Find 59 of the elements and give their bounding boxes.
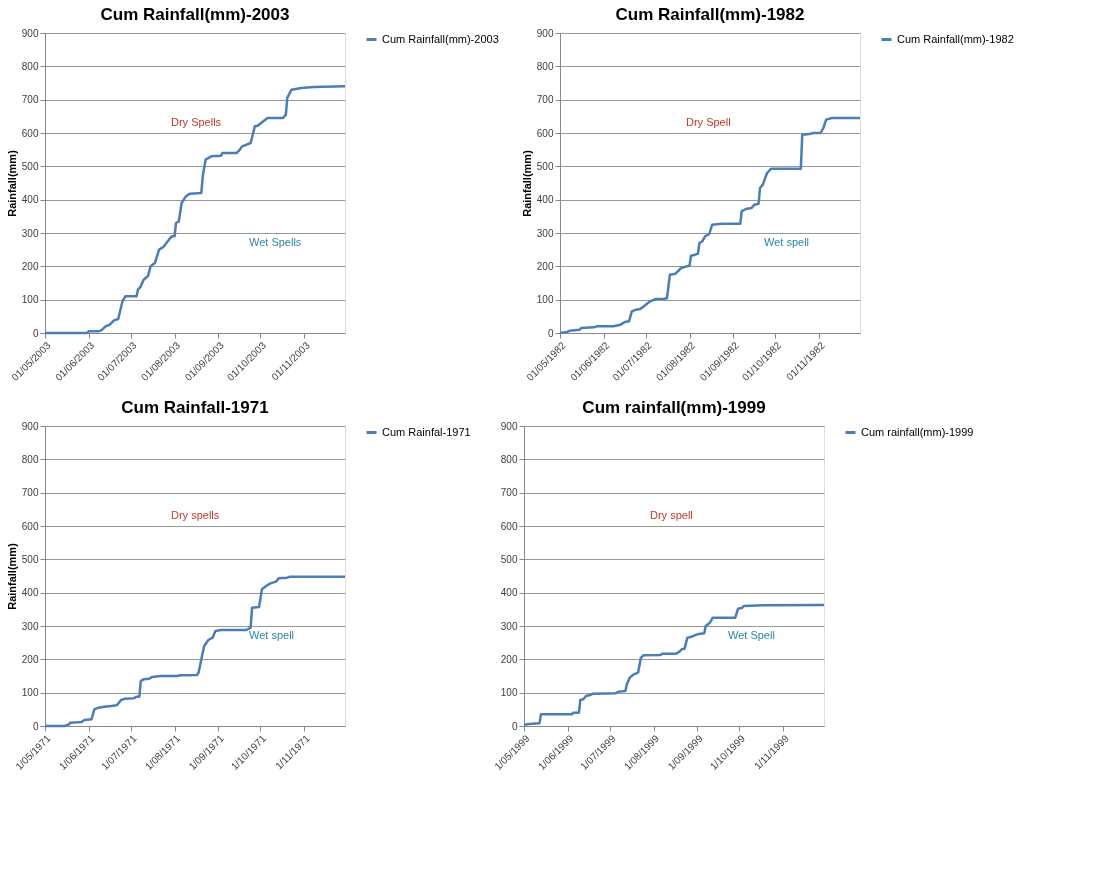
y-tick-label: 700 bbox=[536, 94, 554, 106]
annotation: Wet Spells bbox=[249, 236, 302, 248]
y-axis-title: Rainfall(mm) bbox=[5, 542, 18, 610]
y-axis-title: Rainfall(mm) bbox=[5, 149, 18, 217]
y-tick-label: 800 bbox=[536, 60, 554, 72]
annotation: Dry spell bbox=[650, 509, 693, 521]
y-tick-label: 600 bbox=[21, 520, 39, 532]
y-tick-label: 900 bbox=[21, 420, 39, 432]
y-tick-label: 400 bbox=[500, 587, 518, 599]
y-tick-label: 600 bbox=[21, 127, 39, 139]
chart-title: Cum rainfall(mm)-1999 bbox=[582, 398, 766, 417]
y-tick-label: 700 bbox=[500, 487, 518, 499]
y-tick-label: 900 bbox=[500, 420, 518, 432]
y-tick-label: 200 bbox=[536, 260, 554, 272]
y-tick-label: 200 bbox=[21, 260, 39, 272]
y-tick-label: 500 bbox=[500, 553, 518, 565]
y-tick-label: 900 bbox=[536, 27, 554, 39]
y-tick-label: 900 bbox=[21, 27, 39, 39]
y-tick-label: 400 bbox=[21, 194, 39, 206]
legend-label: Cum rainfall(mm)-1999 bbox=[861, 425, 974, 438]
y-tick-label: 600 bbox=[536, 127, 554, 139]
chart-title: Cum Rainfall(mm)-1982 bbox=[615, 5, 805, 24]
y-tick-label: 800 bbox=[500, 453, 518, 465]
y-tick-label: 200 bbox=[21, 653, 39, 665]
y-tick-label: 0 bbox=[511, 720, 518, 732]
y-tick-label: 500 bbox=[536, 160, 554, 172]
y-tick-label: 400 bbox=[536, 194, 554, 206]
y-tick-label: 0 bbox=[547, 327, 554, 339]
chart-title: Cum Rainfall(mm)-2003 bbox=[100, 5, 290, 24]
y-tick-label: 500 bbox=[21, 160, 39, 172]
annotation: Wet Spell bbox=[728, 629, 775, 641]
y-tick-label: 0 bbox=[32, 327, 39, 339]
y-tick-label: 700 bbox=[21, 94, 39, 106]
y-tick-label: 400 bbox=[21, 587, 39, 599]
annotation: Dry Spells bbox=[171, 116, 222, 128]
annotation: Wet spell bbox=[249, 629, 295, 641]
y-tick-label: 300 bbox=[21, 227, 39, 239]
y-tick-label: 600 bbox=[500, 520, 518, 532]
y-tick-label: 700 bbox=[21, 487, 39, 499]
y-axis-title: Rainfall(mm) bbox=[520, 149, 533, 217]
y-tick-label: 100 bbox=[536, 294, 554, 306]
legend-label: Cum Rainfal-1971 bbox=[382, 425, 471, 438]
y-tick-label: 100 bbox=[21, 687, 39, 699]
annotation: Dry spells bbox=[171, 509, 220, 521]
annotation: Dry Spell bbox=[686, 116, 731, 128]
y-tick-label: 300 bbox=[21, 620, 39, 632]
legend-label: Cum Rainfall(mm)-2003 bbox=[382, 32, 499, 45]
legend-label: Cum Rainfall(mm)-1982 bbox=[897, 32, 1014, 45]
chart-title: Cum Rainfall-1971 bbox=[121, 398, 269, 417]
y-tick-label: 100 bbox=[21, 294, 39, 306]
y-tick-label: 500 bbox=[21, 553, 39, 565]
y-tick-label: 300 bbox=[500, 620, 518, 632]
y-tick-label: 0 bbox=[32, 720, 39, 732]
y-tick-label: 100 bbox=[500, 687, 518, 699]
y-tick-label: 800 bbox=[21, 60, 39, 72]
y-tick-label: 300 bbox=[536, 227, 554, 239]
y-tick-label: 800 bbox=[21, 453, 39, 465]
y-tick-label: 200 bbox=[500, 653, 518, 665]
annotation: Wet spell bbox=[764, 236, 810, 248]
